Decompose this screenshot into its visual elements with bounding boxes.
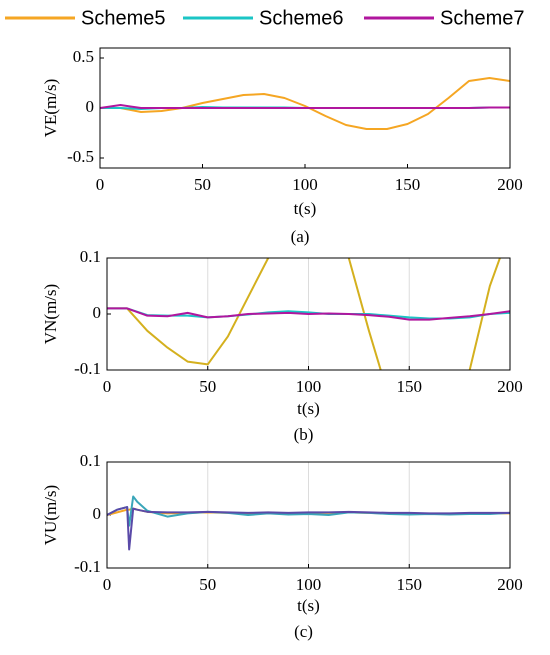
x-tick-label: 0	[103, 377, 112, 396]
data-line	[100, 104, 510, 109]
y-tick-label: -0.5	[67, 147, 94, 166]
axes-box	[106, 461, 511, 569]
axes-box	[106, 257, 511, 371]
y-tick-label: 0	[93, 303, 102, 322]
x-tick-label: 50	[194, 175, 211, 194]
x-axis-label: t(s)	[297, 596, 320, 615]
x-axis-label: t(s)	[297, 399, 320, 418]
y-axis-label: VE(m/s)	[41, 79, 60, 138]
axes-box	[99, 47, 511, 169]
y-axis-label: VU(m/s)	[41, 485, 60, 545]
data-line	[107, 258, 501, 370]
x-tick-label: 50	[199, 575, 216, 594]
plot-lines	[100, 77, 510, 130]
y-axis-label: VN(m/s)	[41, 284, 60, 344]
caption: (a)	[291, 227, 310, 246]
x-tick-label: 100	[296, 377, 322, 396]
x-tick-label: 200	[497, 377, 523, 396]
x-tick-label: 200	[497, 175, 523, 194]
data-line	[107, 506, 510, 551]
x-tick-label: 100	[296, 575, 322, 594]
x-tick-label: 150	[397, 575, 423, 594]
y-tick-label: -0.1	[74, 557, 101, 576]
legend-label: Scheme7	[440, 7, 525, 29]
x-axis-label: t(s)	[294, 199, 317, 218]
x-tick-label: 50	[199, 377, 216, 396]
x-tick-label: 0	[103, 575, 112, 594]
x-tick-label: 0	[96, 175, 105, 194]
y-tick-label: 0.5	[73, 47, 94, 66]
y-tick-label: 0.1	[80, 451, 101, 470]
y-tick-label: -0.1	[74, 359, 101, 378]
legend-label: Scheme5	[81, 7, 166, 29]
data-line	[100, 77, 510, 130]
x-tick-label: 100	[292, 175, 318, 194]
x-tick-label: 150	[397, 377, 423, 396]
x-tick-label: 200	[497, 575, 523, 594]
y-tick-label: 0	[93, 504, 102, 523]
x-tick-label: 150	[395, 175, 421, 194]
legend-label: Scheme6	[259, 7, 344, 29]
y-tick-label: 0	[86, 97, 95, 116]
plot-lines	[107, 495, 510, 551]
caption: (c)	[294, 622, 313, 641]
caption: (b)	[294, 425, 314, 444]
data-line	[107, 307, 510, 321]
y-tick-label: 0.1	[80, 247, 101, 266]
plot-lines	[107, 258, 510, 370]
